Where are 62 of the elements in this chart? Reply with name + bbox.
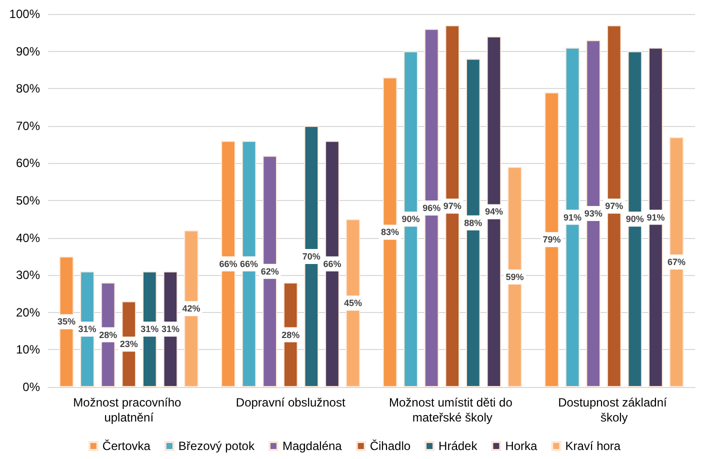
bar: [242, 140, 256, 387]
y-tick-label: 100%: [9, 7, 40, 21]
legend-label: Horka: [505, 439, 538, 453]
y-tick-label: 20%: [16, 305, 40, 320]
data-label: 45%: [344, 298, 362, 308]
bar: [486, 36, 502, 387]
bar: [325, 140, 340, 387]
data-label: 70%: [302, 251, 320, 262]
y-tick-label: 10%: [16, 342, 40, 357]
legend-label: Magdaléna: [282, 439, 342, 453]
bar: [404, 51, 418, 387]
y-tick-label: 60%: [16, 156, 40, 170]
data-label: 23%: [120, 339, 138, 350]
x-tick-label: Možnost pracovního uplatnění: [73, 396, 185, 424]
data-label: 28%: [99, 330, 118, 340]
bar: [669, 137, 684, 387]
y-tick-label: 40%: [16, 230, 40, 245]
data-label: 93%: [584, 208, 602, 219]
data-label: 97%: [605, 201, 624, 212]
bar: [221, 140, 236, 387]
data-label: 35%: [57, 316, 76, 327]
y-tick-label: 50%: [16, 194, 40, 208]
data-label: 31%: [78, 324, 96, 334]
y-tick-label: 70%: [16, 118, 40, 133]
data-label: 90%: [626, 214, 644, 224]
data-label: 66%: [323, 258, 342, 269]
bar: [648, 48, 663, 387]
bar: [586, 40, 600, 387]
legend-label: Hrádek: [438, 439, 478, 453]
legend-label: Čertovka: [102, 439, 151, 453]
bar: [565, 48, 580, 387]
data-label: 91%: [564, 212, 582, 222]
data-label: 91%: [646, 212, 665, 222]
data-label: 66%: [240, 258, 258, 269]
data-label: 42%: [182, 304, 200, 314]
data-label: 62%: [260, 266, 279, 276]
data-label: 88%: [464, 218, 482, 228]
legend-label: Čihadlo: [370, 439, 411, 453]
legend-label: Březový potok: [178, 439, 256, 453]
data-label: 31%: [161, 324, 180, 334]
data-label: 97%: [443, 201, 462, 212]
data-label: 90%: [402, 214, 420, 224]
data-label: 96%: [422, 202, 441, 213]
legend-label: Kraví hora: [565, 439, 621, 453]
y-tick-label: 90%: [16, 44, 40, 58]
y-tick-label: 80%: [16, 82, 40, 96]
data-label: 83%: [380, 227, 399, 238]
x-tick-label: Možnost umístit děti do mateřské školy: [389, 396, 516, 424]
data-label: 66%: [219, 258, 238, 269]
data-label: 67%: [668, 257, 686, 268]
bar: [628, 51, 642, 387]
y-tick-label: 0%: [22, 380, 40, 394]
bar: [304, 126, 319, 387]
data-label: 79%: [542, 234, 561, 245]
data-label: 94%: [484, 206, 503, 217]
data-label: 31%: [140, 324, 159, 334]
data-label: 59%: [506, 272, 524, 282]
data-label: 28%: [282, 330, 300, 340]
x-tick-label: Dostupnost základní školy: [558, 396, 670, 424]
x-tick-label: Dopravní obslužnost: [236, 396, 346, 410]
y-tick-label: 30%: [16, 268, 40, 282]
bar: [466, 58, 480, 387]
